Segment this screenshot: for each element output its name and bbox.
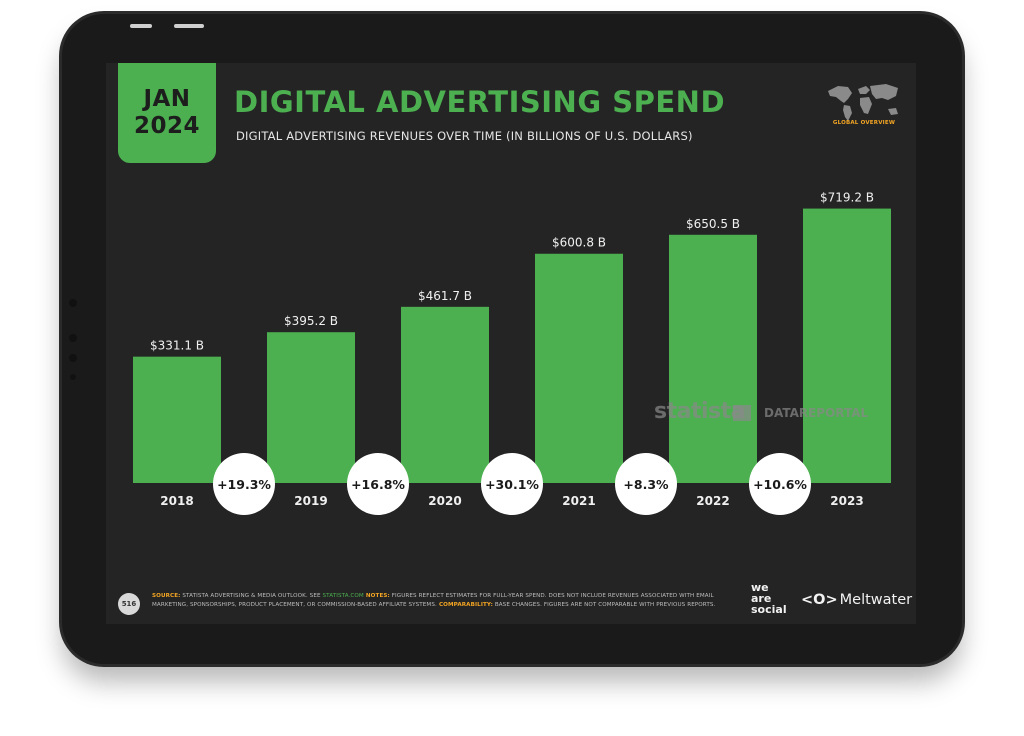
bar-value-label: $395.2 B xyxy=(284,314,338,328)
source-label: SOURCE: xyxy=(152,593,181,599)
meltwater-logo: <O> Meltwater xyxy=(801,592,912,608)
growth-label: +19.3% xyxy=(217,477,271,492)
notes-label: NOTES: xyxy=(363,593,390,599)
brand-line: social xyxy=(751,603,787,616)
bar xyxy=(267,332,355,483)
footnote: SOURCE: STATISTA ADVERTISING & MEDIA OUT… xyxy=(152,592,732,609)
we-are-social-logo: we are social xyxy=(751,582,787,615)
tablet-top-button xyxy=(130,24,152,28)
bar-chart: $331.1 B 2018 $395.2 B 2019 $461.7 B 2020 $600… xyxy=(133,191,891,515)
growth-label: +30.1% xyxy=(485,477,539,492)
growth-bubble xyxy=(481,453,543,515)
bar xyxy=(669,234,757,483)
x-tick-label: 2023 xyxy=(830,494,863,508)
x-tick-label: 2019 xyxy=(294,494,327,508)
bar xyxy=(535,253,623,483)
growth-label: +10.6% xyxy=(753,477,807,492)
page-title: DIGITAL ADVERTISING SPEND xyxy=(234,85,726,119)
date-badge: JAN 2024 xyxy=(118,63,216,163)
meltwater-icon: <O> xyxy=(801,592,838,608)
x-tick-label: 2022 xyxy=(696,494,729,508)
growth-bubble xyxy=(213,453,275,515)
brand-line: are xyxy=(751,592,772,605)
x-tick-label: 2021 xyxy=(562,494,595,508)
meltwater-text: Meltwater xyxy=(839,592,913,608)
x-tick-label: 2020 xyxy=(428,494,461,508)
tablet-side-dot xyxy=(69,299,77,307)
world-map-icon xyxy=(828,84,898,121)
growth-label: +8.3% xyxy=(623,477,669,492)
source-link[interactable]: STATISTA.COM xyxy=(322,593,364,599)
tablet-side-dot xyxy=(69,354,77,362)
source-text: STATISTA ADVERTISING & MEDIA OUTLOOK. SE… xyxy=(180,593,323,599)
bar-value-label: $461.7 B xyxy=(418,289,472,303)
x-tick-label: 2018 xyxy=(160,494,193,508)
growth-bubble xyxy=(749,453,811,515)
tablet-side-dot xyxy=(69,334,77,342)
bar-value-label: $719.2 B xyxy=(820,191,874,205)
growth-bubble xyxy=(347,453,409,515)
bar xyxy=(401,306,489,483)
tablet-top-button xyxy=(174,24,204,28)
page-subtitle: DIGITAL ADVERTISING REVENUES OVER TIME (… xyxy=(236,129,693,143)
bar-value-label: $331.1 B xyxy=(150,339,204,353)
datareportal-watermark: DATAREPORTAL xyxy=(764,406,869,420)
bar-value-label: $600.8 B xyxy=(552,236,606,250)
bar xyxy=(803,208,891,483)
badge-year: 2024 xyxy=(133,113,200,139)
brand-line: we xyxy=(751,581,769,594)
map-label: GLOBAL OVERVIEW xyxy=(832,120,896,126)
page-number: 516 xyxy=(118,593,140,615)
comparability-label: COMPARABILITY: xyxy=(436,601,493,608)
notes-text: FIGURES REFLECT ESTIMATES FOR FULL-YEAR … xyxy=(152,593,714,608)
growth-bubble xyxy=(615,453,677,515)
slide-screen: JAN 2024 DIGITAL ADVERTISING SPEND DIGIT… xyxy=(106,63,916,624)
badge-month: JAN xyxy=(143,86,191,112)
tablet-side-dot xyxy=(70,374,76,380)
statista-watermark: statista xyxy=(654,399,745,424)
bar-value-label: $650.5 B xyxy=(686,217,740,231)
growth-label: +16.8% xyxy=(351,477,405,492)
statista-logo-icon xyxy=(733,405,751,421)
bar xyxy=(133,356,221,483)
comparability-text: BASE CHANGES. FIGURES ARE NOT COMPARABLE… xyxy=(492,601,716,608)
